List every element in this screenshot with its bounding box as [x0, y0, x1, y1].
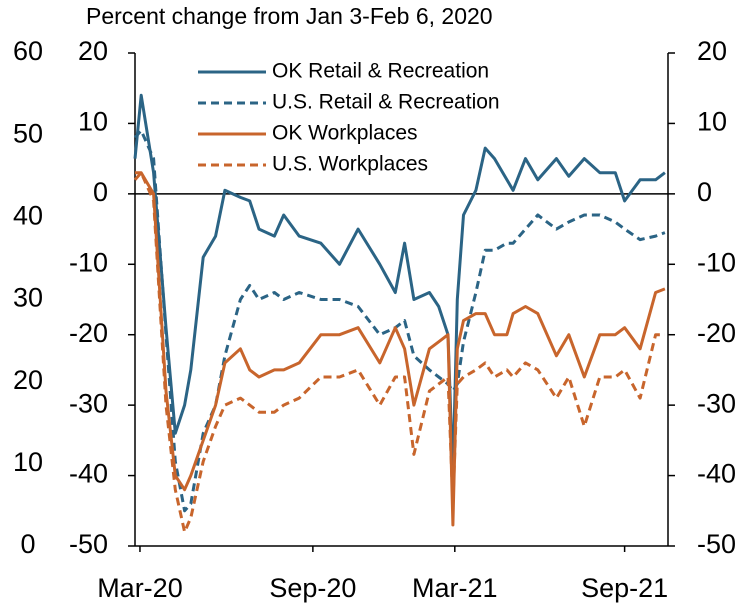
- y2-tick-label: -20: [697, 318, 736, 348]
- y3-tick-label: 10: [13, 447, 43, 477]
- y2-tick-label: -10: [697, 247, 736, 277]
- y-tick-label: -30: [69, 388, 108, 418]
- x-tick-label: Mar-20: [97, 573, 183, 603]
- series-line: [133, 171, 665, 534]
- y-tick-label: -10: [69, 247, 108, 277]
- chart-title: Percent change from Jan 3-Feb 6, 2020: [86, 3, 493, 29]
- y-tick-label: -40: [69, 459, 108, 489]
- y3-tick-label: 50: [13, 118, 43, 148]
- series-line: [133, 129, 666, 513]
- y2-tick-label: 20: [697, 36, 727, 66]
- x-tick-label: Mar-21: [412, 573, 498, 603]
- y2-tick-label: -50: [697, 529, 736, 559]
- y2-tick-label: -30: [697, 388, 736, 418]
- legend-label: U.S. Retail & Recreation: [272, 91, 500, 114]
- x-tick-label: Sep-20: [269, 573, 356, 603]
- legend-label: U.S. Workplaces: [272, 153, 428, 176]
- y-tick-label: 10: [78, 107, 108, 137]
- y-tick-label: 0: [93, 177, 108, 207]
- y2-tick-label: 10: [697, 107, 727, 137]
- y3-tick-label: 60: [13, 36, 43, 66]
- series-line: [135, 171, 666, 527]
- y3-tick-label: 40: [13, 200, 43, 230]
- series-line: [133, 93, 666, 478]
- y-tick-label: -50: [69, 529, 108, 559]
- y3-tick-label: 20: [13, 365, 43, 395]
- y2-tick-label: 0: [697, 177, 712, 207]
- y-tick-label: -20: [69, 318, 108, 348]
- legend-label: OK Retail & Recreation: [272, 60, 489, 83]
- x-tick-label: Sep-21: [581, 573, 668, 603]
- y-tick-label: 20: [78, 36, 108, 66]
- y3-tick-label: 30: [13, 283, 43, 313]
- y2-tick-label: -40: [697, 459, 736, 489]
- legend-label: OK Workplaces: [272, 122, 418, 145]
- y3-tick-label: 0: [20, 529, 35, 559]
